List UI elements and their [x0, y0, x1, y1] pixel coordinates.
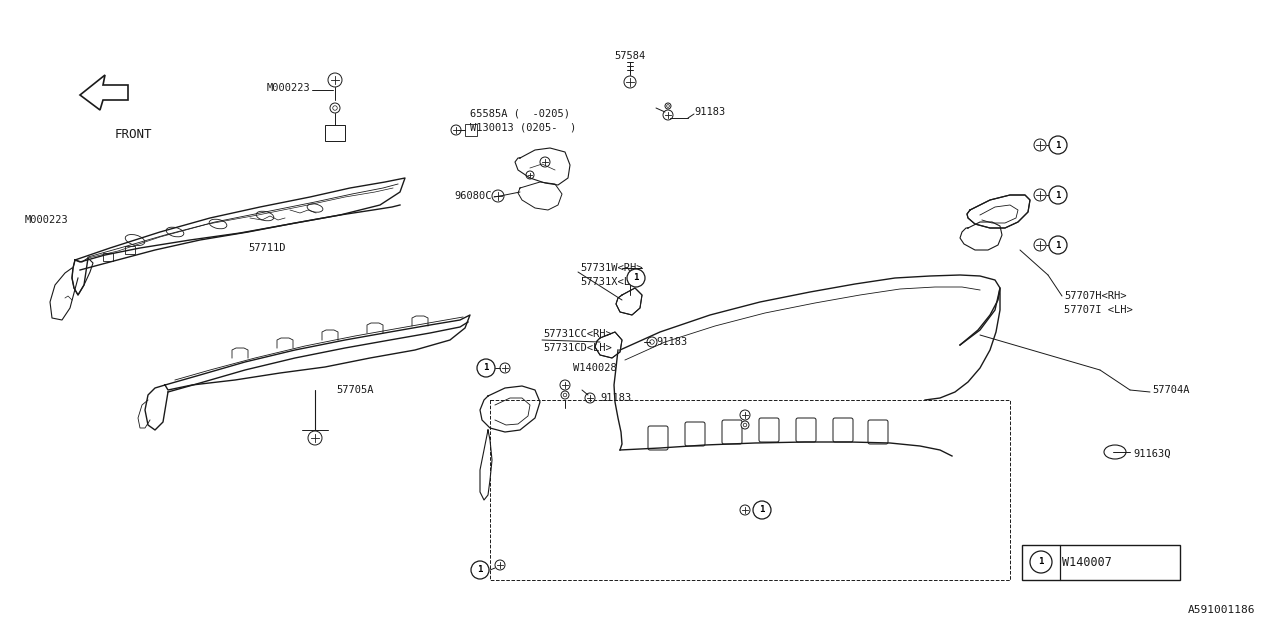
Text: 91163Q: 91163Q — [1133, 449, 1170, 459]
Text: W140028: W140028 — [573, 363, 617, 373]
Text: 96080C: 96080C — [454, 191, 492, 201]
Text: 57711D: 57711D — [248, 243, 285, 253]
Text: 1: 1 — [1038, 557, 1043, 566]
Circle shape — [1050, 186, 1068, 204]
Text: 91183: 91183 — [600, 393, 631, 403]
Text: W130013 (0205-  ): W130013 (0205- ) — [470, 123, 576, 133]
Text: 57731CD<LH>: 57731CD<LH> — [543, 343, 612, 353]
Circle shape — [646, 337, 657, 347]
Bar — [465, 124, 477, 136]
Polygon shape — [616, 288, 643, 315]
Polygon shape — [72, 258, 93, 295]
Circle shape — [627, 269, 645, 287]
Text: A591001186: A591001186 — [1188, 605, 1254, 615]
Bar — [102, 253, 113, 261]
Circle shape — [666, 103, 671, 109]
Text: 57707I <LH>: 57707I <LH> — [1064, 305, 1133, 315]
Text: 1: 1 — [484, 364, 489, 372]
Polygon shape — [966, 195, 1030, 228]
Circle shape — [477, 359, 495, 377]
Text: 1: 1 — [634, 273, 639, 282]
Text: 57707H<RH>: 57707H<RH> — [1064, 291, 1126, 301]
Bar — [490, 400, 1010, 580]
Bar — [1021, 545, 1180, 580]
Text: 65585A (  -0205): 65585A ( -0205) — [470, 109, 570, 119]
Text: 57584: 57584 — [614, 51, 645, 61]
Ellipse shape — [1103, 445, 1126, 459]
Polygon shape — [595, 332, 622, 358]
Circle shape — [471, 561, 489, 579]
Circle shape — [561, 391, 570, 399]
Text: M000223: M000223 — [266, 83, 310, 93]
Text: 1: 1 — [477, 566, 483, 575]
Text: FRONT: FRONT — [115, 127, 152, 141]
Bar — [325, 125, 346, 141]
Text: 57704A: 57704A — [1152, 385, 1189, 395]
Text: 1: 1 — [759, 506, 764, 515]
Text: 57705A: 57705A — [337, 385, 374, 395]
Circle shape — [330, 103, 340, 113]
Text: 91183: 91183 — [657, 337, 687, 347]
Text: 57731X<LH>: 57731X<LH> — [580, 277, 643, 287]
Circle shape — [753, 501, 771, 519]
Circle shape — [1050, 136, 1068, 154]
Text: 91183: 91183 — [694, 107, 726, 117]
Polygon shape — [79, 75, 128, 110]
Circle shape — [1050, 236, 1068, 254]
Text: 57731CC<RH>: 57731CC<RH> — [543, 329, 612, 339]
Text: 57731W<RH>: 57731W<RH> — [580, 263, 643, 273]
Text: 1: 1 — [1055, 141, 1061, 150]
Text: 1: 1 — [1055, 191, 1061, 200]
Text: M000223: M000223 — [24, 215, 68, 225]
Text: 1: 1 — [1055, 241, 1061, 250]
Text: W140007: W140007 — [1062, 556, 1112, 568]
Circle shape — [741, 421, 749, 429]
Circle shape — [1030, 551, 1052, 573]
Bar — [125, 246, 134, 254]
